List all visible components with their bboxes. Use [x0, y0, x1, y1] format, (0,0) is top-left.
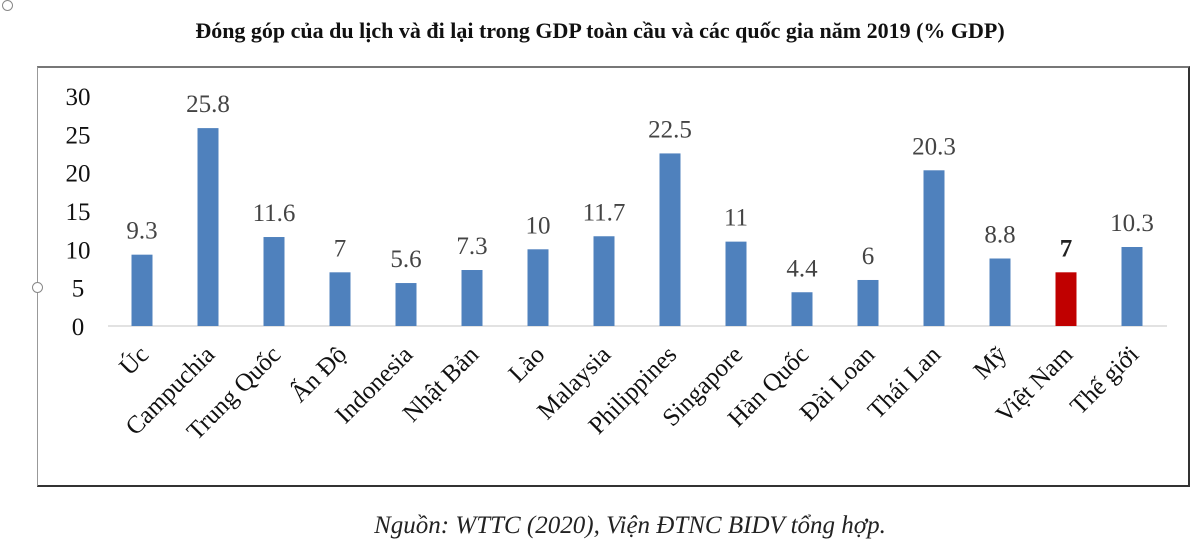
bar	[923, 170, 945, 326]
data-label: 7	[334, 235, 347, 262]
data-label: 10	[526, 212, 551, 239]
bar	[461, 270, 483, 326]
x-tick-label: Mỹ	[969, 341, 1013, 385]
x-tick-label: Lào	[504, 341, 551, 388]
bar	[593, 236, 615, 326]
data-label: 9.3	[126, 218, 157, 245]
y-tick-label: 5	[72, 276, 85, 303]
data-label: 5.6	[390, 246, 421, 273]
bar	[1121, 246, 1143, 326]
bar	[659, 153, 681, 326]
data-label: 22.5	[648, 116, 692, 143]
data-label: 25.8	[186, 91, 230, 118]
data-label: 4.4	[786, 255, 818, 282]
bar	[1055, 272, 1077, 326]
bar	[527, 249, 549, 326]
bar	[989, 258, 1011, 326]
bar	[329, 272, 351, 326]
bar	[395, 283, 417, 326]
bar	[791, 292, 813, 326]
y-tick-label: 30	[66, 84, 91, 111]
data-label: 11.7	[583, 199, 626, 226]
y-tick-label: 15	[66, 199, 91, 226]
chart-frame	[37, 66, 1190, 487]
bar	[857, 279, 879, 326]
y-tick-label: 10	[66, 237, 91, 264]
data-label: 20.3	[912, 133, 956, 160]
resize-handle[interactable]	[2, 0, 13, 11]
data-label: 8.8	[984, 222, 1015, 249]
data-label: 6	[862, 243, 875, 270]
x-tick-label: Thế giới	[1065, 341, 1144, 420]
resize-handle[interactable]	[32, 282, 43, 293]
bar	[263, 237, 285, 326]
bar	[725, 241, 747, 326]
data-label: 10.3	[1110, 210, 1154, 237]
data-label: 11.6	[253, 200, 296, 227]
data-label: 7	[1060, 235, 1073, 262]
x-tick-label: Úc	[114, 340, 154, 380]
bar	[131, 254, 153, 326]
chart-title: Đóng góp của du lịch và đi lại trong GDP…	[195, 18, 1005, 43]
y-tick-label: 0	[72, 314, 85, 341]
y-tick-label: 20	[66, 161, 91, 188]
x-tick-label: Thái Lan	[863, 341, 947, 425]
source-note: Nguồn: WTTC (2020), Viện ĐTNC BIDV tổng …	[374, 512, 886, 539]
bar	[197, 128, 219, 326]
data-label: 11	[724, 205, 748, 232]
y-tick-label: 25	[66, 122, 91, 149]
data-label: 7.3	[456, 233, 487, 260]
x-tick-label: Đài Loan	[795, 341, 881, 427]
